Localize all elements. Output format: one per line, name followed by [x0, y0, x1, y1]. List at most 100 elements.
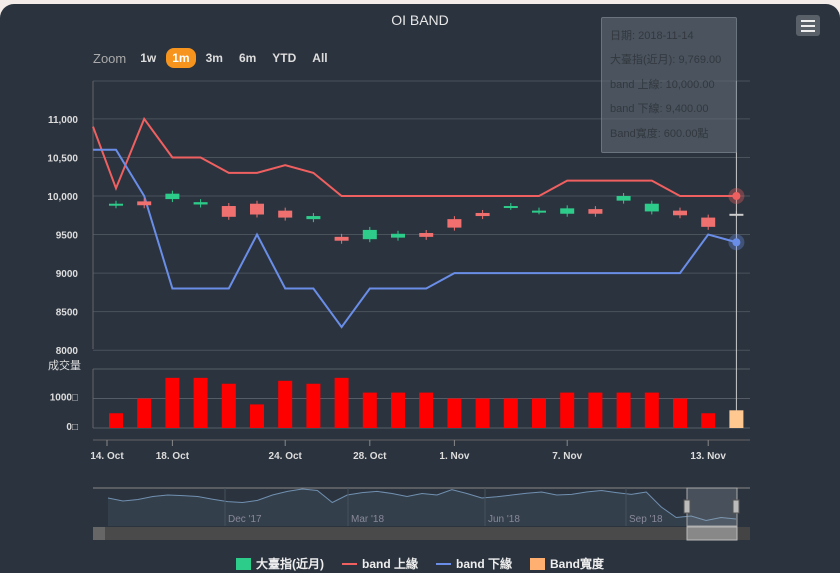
legend-label: band 下緣 — [455, 557, 512, 571]
band-width-bar — [729, 410, 744, 428]
candle — [109, 203, 123, 206]
candle — [673, 210, 687, 216]
navigator-area — [108, 489, 736, 526]
candle — [165, 193, 180, 200]
price-tick-label: 9500 — [56, 231, 79, 242]
candle — [475, 212, 490, 217]
scroll-left-arrow[interactable] — [93, 527, 105, 540]
candle — [729, 213, 744, 216]
volume-bar — [250, 404, 264, 428]
legend-item-lower[interactable]: band 下緣 — [435, 555, 512, 572]
x-tick-label: 7. Nov — [552, 451, 582, 462]
legend-swatch — [529, 557, 545, 570]
zoom-all-button[interactable]: All — [312, 51, 328, 65]
navigator-handle-right[interactable] — [732, 499, 740, 514]
legend-item-price[interactable]: 大臺指(近月) — [235, 555, 324, 572]
price-tick-label: 10,500 — [47, 153, 78, 164]
scrollbar-thumb[interactable] — [686, 526, 738, 541]
candle — [560, 208, 575, 214]
chart-title: OI BAND — [391, 12, 449, 28]
candle — [503, 206, 518, 209]
legend-item-upper[interactable]: band 上緣 — [341, 555, 418, 572]
lower-band-hover-marker — [732, 238, 741, 247]
legend-label: 大臺指(近月) — [255, 557, 324, 571]
candle — [193, 202, 208, 205]
tooltip-close: 大臺指(近月): 9,769.00 — [610, 54, 722, 67]
candle — [532, 210, 546, 213]
volume-bar — [362, 392, 377, 428]
legend: 大臺指(近月) band 上緣 band 下緣 Band寬度 — [0, 555, 840, 572]
candle — [221, 206, 236, 217]
volume-bar — [673, 398, 687, 428]
price-tick-label: 11,000 — [48, 115, 78, 126]
legend-label: band 上緣 — [361, 557, 418, 571]
volume-bar — [588, 392, 603, 428]
volume-bar — [503, 398, 518, 428]
zoom-6m-button[interactable]: 6m — [238, 51, 257, 65]
volume-bar — [532, 398, 546, 428]
scrollbar-track[interactable] — [93, 527, 750, 540]
volume-axis-title: 成交量 — [48, 358, 81, 372]
legend-item-width[interactable]: Band寬度 — [529, 555, 604, 572]
candle — [362, 229, 377, 240]
candle — [447, 219, 462, 228]
volume-bar — [560, 392, 575, 428]
candle — [250, 203, 264, 215]
x-tick-label: 14. Oct — [90, 451, 124, 462]
candle — [334, 236, 349, 241]
tooltip-lower: band 下線: 9,400.00 — [610, 103, 709, 116]
x-tick-label: 28. Oct — [353, 451, 387, 462]
navigator-label: Mar '18 — [351, 514, 384, 525]
x-tick-label: 18. Oct — [156, 451, 190, 462]
lower-band-line — [93, 148, 737, 329]
range-selector: Zoom 1w 1m 3m 6m YTD All — [93, 48, 334, 68]
volume-bar — [278, 380, 293, 428]
x-tick-label: 13. Nov — [690, 451, 726, 462]
candle — [306, 216, 321, 220]
tooltip-width: Band寬度: 600.00點 — [610, 127, 709, 140]
volume-bar — [193, 377, 208, 428]
zoom-1m-button[interactable]: 1m — [166, 48, 196, 68]
navigator-handle-left[interactable] — [683, 499, 691, 514]
candle — [137, 201, 152, 206]
tooltip-date: 日期: 2018-11-14 — [610, 30, 694, 42]
zoom-ytd-button[interactable]: YTD — [272, 51, 297, 65]
volume-bar — [165, 377, 180, 428]
price-tick-label: 9000 — [56, 269, 79, 280]
hamburger-menu-icon[interactable] — [796, 15, 820, 36]
candle — [616, 196, 631, 201]
scroll-right-arrow[interactable] — [738, 527, 750, 540]
legend-swatch — [341, 562, 357, 565]
volume-bar — [334, 377, 349, 428]
legend-swatch — [235, 557, 251, 570]
zoom-label: Zoom — [93, 50, 127, 66]
candle — [278, 210, 293, 218]
navigator-label: Dec '17 — [228, 514, 262, 525]
volume-bar — [137, 398, 152, 428]
volume-bar — [109, 413, 123, 428]
volume-bar — [391, 392, 405, 428]
navigator-label: Sep '18 — [629, 514, 663, 525]
volume-bar — [447, 398, 462, 428]
navigator-selection — [686, 487, 738, 527]
candle — [419, 233, 434, 237]
zoom-1w-button[interactable]: 1w — [140, 51, 157, 65]
x-tick-label: 24. Oct — [269, 451, 303, 462]
candle — [391, 233, 405, 238]
volume-tick-label: 0□ — [66, 422, 78, 433]
price-tick-label: 8500 — [56, 308, 79, 319]
legend-swatch — [435, 562, 451, 565]
volume-bar — [475, 398, 490, 428]
volume-bar — [616, 392, 631, 428]
candle — [644, 203, 659, 212]
tooltip: 日期: 2018-11-14 大臺指(近月): 9,769.00 band 上線… — [601, 17, 737, 153]
zoom-3m-button[interactable]: 3m — [205, 51, 223, 65]
volume-bar — [701, 413, 716, 428]
volume-bar — [221, 383, 236, 428]
tooltip-upper: band 上線: 10,000.00 — [610, 78, 715, 91]
x-tick-label: 1. Nov — [439, 451, 469, 462]
legend-label: Band寬度 — [549, 557, 604, 571]
volume-tick-label: 1000□ — [50, 393, 78, 404]
candle — [588, 209, 603, 214]
